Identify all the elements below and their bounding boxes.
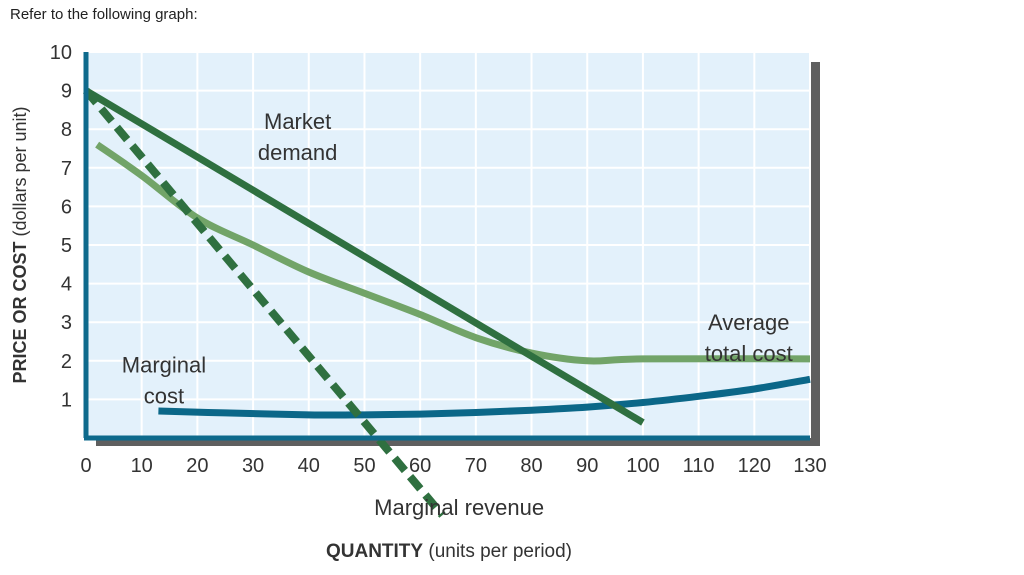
y-tick-label: 5 xyxy=(61,235,72,257)
x-tick-label: 10 xyxy=(131,455,153,477)
label-mr-label: Marginal revenue xyxy=(374,495,544,520)
y-tick-label: 3 xyxy=(61,312,72,334)
y-tick-label: 9 xyxy=(61,81,72,103)
x-tick-label: 0 xyxy=(80,455,91,477)
x-tick-label: 130 xyxy=(793,455,826,477)
y-axis-title: PRICE OR COST (dollars per unit) xyxy=(10,106,30,383)
x-axis-title: QUANTITY (units per period) xyxy=(326,541,572,562)
prompt-text: Refer to the following graph: xyxy=(10,6,198,23)
x-tick-label: 50 xyxy=(353,455,375,477)
x-tick-label: 80 xyxy=(520,455,542,477)
label-mc-label: Marginal cost xyxy=(122,352,206,408)
x-tick-label: 70 xyxy=(465,455,487,477)
curve-demand xyxy=(84,87,645,426)
y-axis-title-bold: PRICE OR COST xyxy=(10,242,30,384)
x-tick-label: 40 xyxy=(298,455,320,477)
y-tick-label: 8 xyxy=(61,119,72,141)
x-tick-label: 20 xyxy=(186,455,208,477)
y-tick-label: 6 xyxy=(61,196,72,218)
y-axis-title-rest: (dollars per unit) xyxy=(10,106,30,241)
x-tick-label: 60 xyxy=(409,455,431,477)
x-axis-title-rest: (units per period) xyxy=(423,541,572,562)
x-tick-label: 100 xyxy=(626,455,659,477)
label-demand-label: Market demand xyxy=(258,109,338,165)
x-tick-label: 110 xyxy=(683,455,715,477)
label-atc-label: Average total cost xyxy=(705,310,793,366)
curve-mc xyxy=(158,375,811,419)
curves xyxy=(82,87,811,518)
label-line: Marginal xyxy=(122,352,206,377)
x-tick-label: 120 xyxy=(738,455,771,477)
label-line: total cost xyxy=(705,341,793,366)
y-tick-labels: 1 2 3 4 5 6 7 8 9 10 xyxy=(50,42,72,411)
y-tick-label: 1 xyxy=(61,389,72,411)
annotations: Market demand Marginal revenue Average total… xyxy=(122,109,793,520)
label-line: Market xyxy=(264,109,331,134)
x-tick-label: 30 xyxy=(242,455,264,477)
y-tick-label: 4 xyxy=(61,274,72,296)
y-tick-label: 10 xyxy=(50,42,72,64)
gridlines xyxy=(86,51,811,438)
curve-marginal-revenue xyxy=(82,88,446,518)
label-line: Marginal revenue xyxy=(374,495,544,520)
x-tick-label: 90 xyxy=(576,455,598,477)
x-tick-labels: 0 10 20 30 40 50 60 70 80 90 100 110 120 130 xyxy=(80,455,826,477)
y-tick-label: 2 xyxy=(61,351,72,373)
y-tick-label: 7 xyxy=(61,158,72,180)
label-line: cost xyxy=(144,383,184,408)
x-axis-title-bold: QUANTITY xyxy=(326,541,423,562)
label-line: Average xyxy=(708,310,790,335)
label-line: demand xyxy=(258,140,338,165)
curve-atc xyxy=(95,141,811,365)
